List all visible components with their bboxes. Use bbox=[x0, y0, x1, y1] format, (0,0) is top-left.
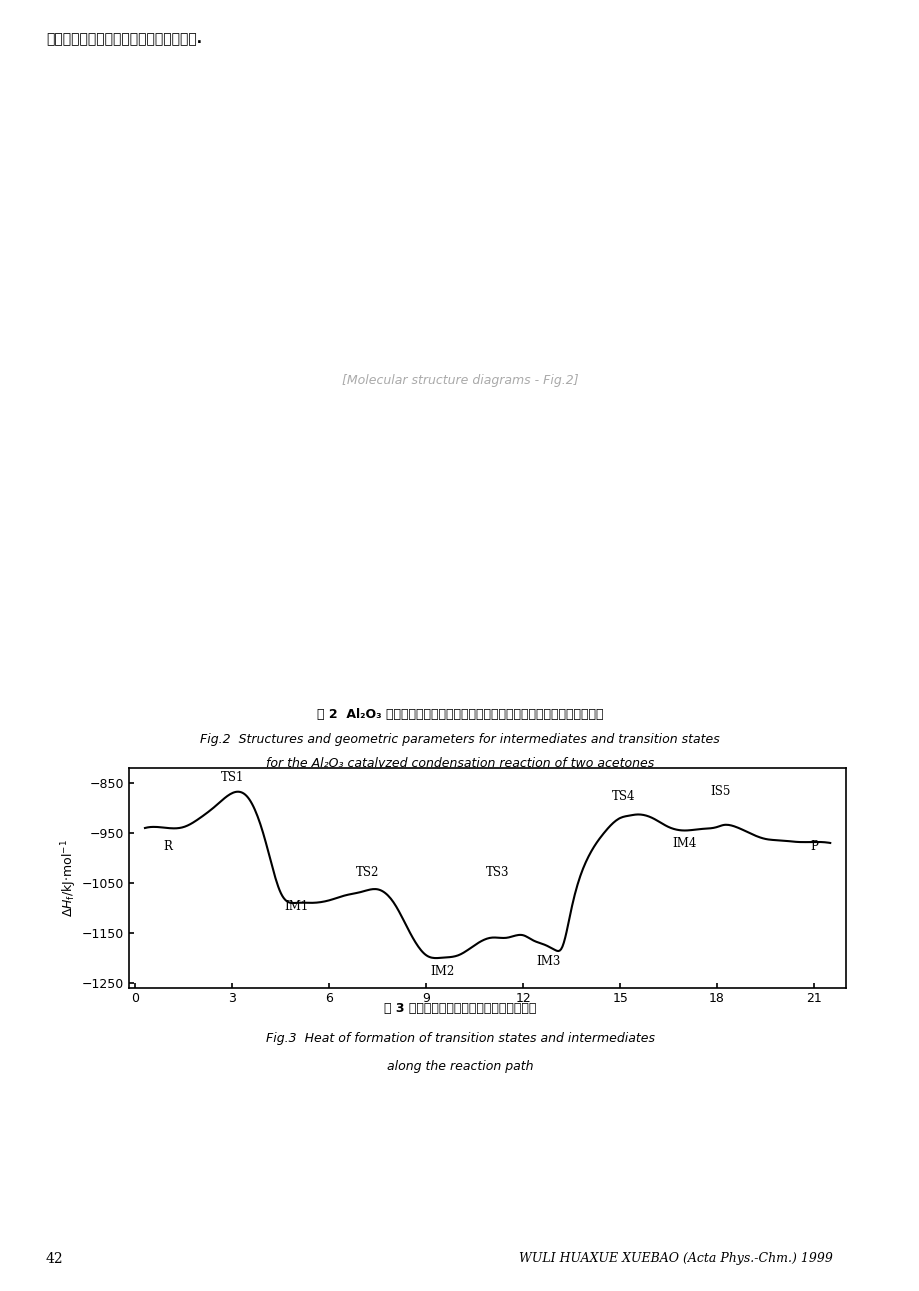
Text: along the reaction path: along the reaction path bbox=[386, 1060, 533, 1073]
Text: IM1: IM1 bbox=[285, 900, 309, 913]
Text: Fig.3  Heat of formation of transition states and intermediates: Fig.3 Heat of formation of transition st… bbox=[266, 1032, 653, 1044]
Text: IS5: IS5 bbox=[709, 785, 730, 798]
Text: TS4: TS4 bbox=[611, 790, 634, 803]
Text: IM2: IM2 bbox=[430, 964, 454, 977]
Text: R: R bbox=[163, 840, 172, 853]
Text: WULI HUAXUE XUEBAO (Acta Phys.-Chm.) 1999: WULI HUAXUE XUEBAO (Acta Phys.-Chm.) 199… bbox=[518, 1252, 832, 1265]
Text: [Molecular structure diagrams - Fig.2]: [Molecular structure diagrams - Fig.2] bbox=[341, 374, 578, 387]
Text: Fig.2  Structures and geometric parameters for intermediates and transition stat: Fig.2 Structures and geometric parameter… bbox=[200, 732, 719, 746]
Text: TS3: TS3 bbox=[485, 866, 508, 879]
Text: 图 3 沿反应途径的过渡态和中间体的生成热: 图 3 沿反应途径的过渡态和中间体的生成热 bbox=[383, 1002, 536, 1016]
Text: IM4: IM4 bbox=[672, 838, 697, 851]
Text: for the Al₂O₃ catalyzed condensation reaction of two acetones: for the Al₂O₃ catalyzed condensation rea… bbox=[266, 758, 653, 771]
Text: 醇缩合反应中的碳正和碳负离子反应历程.: 醇缩合反应中的碳正和碳负离子反应历程. bbox=[46, 32, 202, 45]
Text: TS1: TS1 bbox=[221, 771, 244, 784]
Text: 42: 42 bbox=[46, 1252, 63, 1265]
Text: P: P bbox=[810, 840, 817, 853]
Y-axis label: $\Delta H_{\rm f}$/kJ$\cdot$mol$^{-1}$: $\Delta H_{\rm f}$/kJ$\cdot$mol$^{-1}$ bbox=[59, 839, 79, 917]
Text: 图 2  Al₂O₃ 催化丙分子丙酮缩合得到的中间体、过渡态的结构和主要几何参数: 图 2 Al₂O₃ 催化丙分子丙酮缩合得到的中间体、过渡态的结构和主要几何参数 bbox=[316, 707, 603, 720]
Text: TS2: TS2 bbox=[356, 866, 380, 879]
Text: IM3: IM3 bbox=[537, 954, 561, 968]
